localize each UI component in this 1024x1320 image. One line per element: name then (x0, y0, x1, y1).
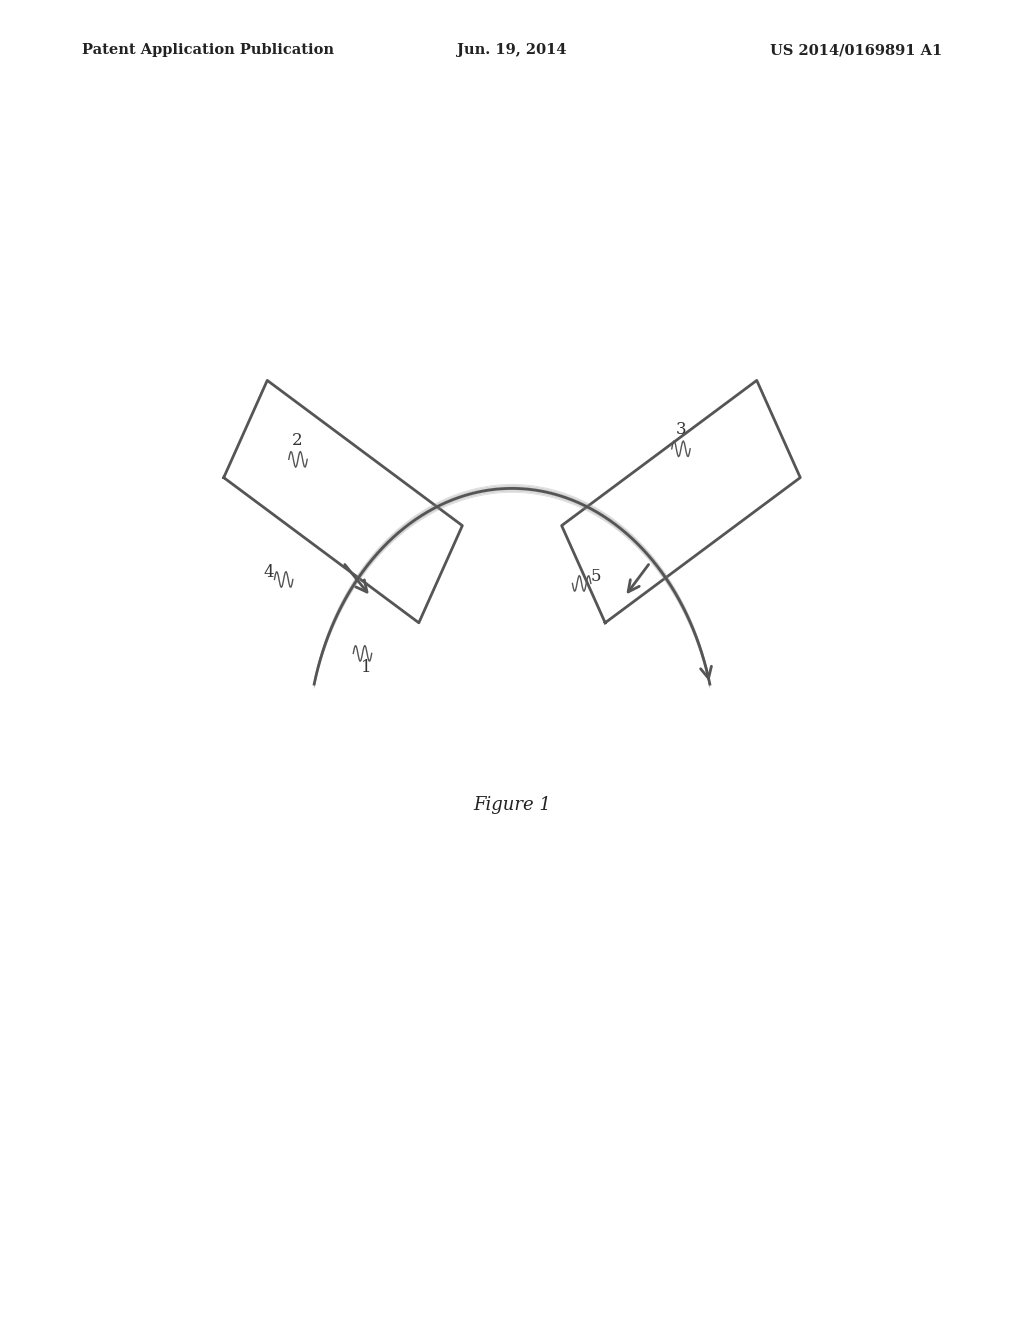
Text: 4: 4 (264, 565, 274, 581)
Text: 1: 1 (361, 659, 372, 676)
Text: Patent Application Publication: Patent Application Publication (82, 44, 334, 57)
Text: 3: 3 (676, 421, 686, 438)
Text: 2: 2 (292, 432, 302, 449)
Text: Figure 1: Figure 1 (473, 796, 551, 814)
Text: US 2014/0169891 A1: US 2014/0169891 A1 (770, 44, 942, 57)
Text: 5: 5 (591, 569, 601, 585)
Text: Jun. 19, 2014: Jun. 19, 2014 (458, 44, 566, 57)
